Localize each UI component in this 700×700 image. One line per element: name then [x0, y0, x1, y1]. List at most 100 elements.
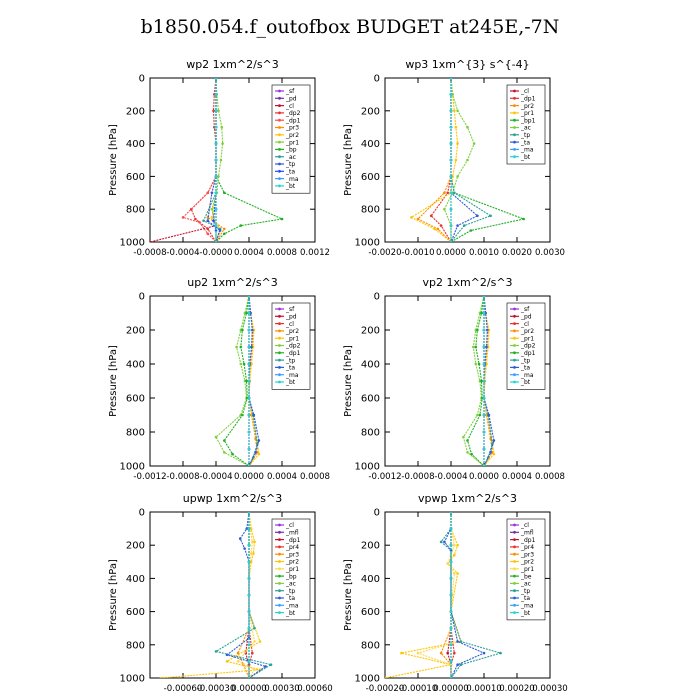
- series-point-bt: [449, 560, 453, 564]
- y-tick-label: 0: [139, 74, 145, 85]
- legend-label: _bt: [285, 379, 296, 386]
- y-axis-label: Pressure [hPa]: [108, 559, 119, 631]
- plot-frame: [384, 295, 551, 467]
- legend-marker: [278, 155, 281, 159]
- x-tick-label: 0.0004: [234, 248, 264, 258]
- series-point-ta: [245, 527, 249, 530]
- series-point-bt: [214, 207, 218, 211]
- legend-label: _pd: [285, 96, 297, 103]
- y-axis-label: Pressure [hPa]: [108, 345, 119, 417]
- series-point-pr2: [225, 660, 229, 663]
- x-tick-label: 0.0010: [469, 248, 499, 258]
- legend-label: _pr3: [520, 551, 534, 558]
- plot-frame: [384, 511, 551, 679]
- series-point-dp1: [480, 379, 483, 383]
- series-point-pr1: [219, 158, 223, 162]
- series-point-bt: [247, 660, 251, 663]
- legend-label: _ma: [520, 603, 534, 610]
- series-point-pr2: [400, 651, 403, 655]
- series-point-pr1: [453, 572, 456, 575]
- legend-marker: [278, 344, 281, 347]
- series-point-pr2: [252, 552, 255, 555]
- series-point-dp1: [446, 191, 450, 195]
- x-tick-label: 0.00030: [532, 684, 568, 694]
- y-tick-label: 400: [126, 139, 145, 150]
- legend-marker: [513, 89, 516, 93]
- series-point-tp: [206, 219, 210, 222]
- legend-marker: [513, 336, 516, 340]
- x-tick-label: -0.0004: [199, 472, 232, 482]
- series-point-tp: [439, 540, 443, 544]
- legend: _cl_mfl_dp1_pr4_pr3_pr2_pr1_bp_ac_tp_ta_…: [271, 518, 311, 621]
- series-point-pr1: [217, 175, 220, 178]
- plot-frame: [149, 77, 316, 243]
- legend-marker: [513, 155, 516, 159]
- series-point-pr3: [439, 651, 443, 655]
- x-tick-label: -0.0004: [434, 472, 467, 482]
- legend-marker: [513, 373, 516, 377]
- legend-box: [271, 84, 311, 194]
- series-point-pr2: [443, 191, 446, 195]
- legend-label: _tp: [285, 161, 295, 168]
- series-point-bt: [214, 175, 218, 178]
- legend-label: _be: [520, 573, 532, 580]
- y-tick-label: 600: [361, 607, 380, 618]
- series-point-bp: [280, 217, 284, 221]
- series-point-bt: [247, 676, 251, 678]
- legend-label: _pr1: [520, 335, 534, 342]
- panel-0: wp2 1xm^2/s^3 Pressure [hPa] 0 200 400 600 800…: [108, 58, 330, 258]
- legend-marker: [278, 596, 281, 600]
- legend-label: _ma: [520, 372, 534, 379]
- panel-5: vpwp 1xm^2/s^3 Pressure [hPa] 0 200 400 600 80…: [343, 492, 568, 694]
- legend-label: _pr1: [520, 110, 534, 117]
- y-tick-label: 800: [361, 428, 380, 439]
- series-point-dp1: [466, 439, 469, 442]
- legend-label: _pd: [285, 314, 297, 321]
- series-point-tp: [253, 626, 256, 630]
- panel-title: upwp 1xm^2/s^3: [183, 492, 283, 505]
- series-line-ac: [443, 78, 475, 242]
- legend-label: _pr1: [285, 566, 299, 573]
- legend-marker: [513, 574, 516, 578]
- series-point-bt: [449, 610, 453, 613]
- series-point-tp: [462, 224, 466, 227]
- series-point-pr1: [446, 562, 450, 565]
- x-tick-label: -0.00060: [164, 684, 203, 694]
- y-tick-label: 0: [374, 508, 380, 519]
- plot-frame: [149, 295, 316, 467]
- series-point-pr1: [454, 125, 458, 129]
- legend: _sf_pd_cl_pr2_pr1_dp2_dp1_tp_ta_ma_bt: [506, 302, 546, 390]
- legend-marker: [513, 366, 516, 369]
- panel-1: wp3 1xm^{3} s^{-4} Pressure [hPa] 0 200 400 6…: [343, 58, 565, 258]
- series-point-dp2: [212, 109, 215, 113]
- series-point-bt: [214, 125, 218, 129]
- series-point-bt: [247, 527, 251, 530]
- y-tick-label: 1000: [120, 674, 145, 685]
- legend-label: _dp1: [285, 350, 301, 357]
- series-point-pr1: [433, 227, 436, 231]
- series-point-dp2: [194, 217, 197, 221]
- y-tick-label: 1000: [355, 674, 380, 685]
- series-point-pr1: [249, 552, 253, 555]
- series-point-bt: [247, 560, 251, 564]
- legend-label: _cl: [285, 522, 294, 529]
- series-point-pr1: [217, 109, 220, 113]
- legend-label: _sf: [520, 306, 530, 313]
- series-group: [410, 78, 526, 242]
- series-point-ta: [485, 345, 488, 349]
- series-point-bt: [247, 296, 251, 298]
- y-tick-label: 400: [361, 574, 380, 585]
- legend-label: _bp: [285, 147, 297, 154]
- legend-marker: [513, 358, 516, 362]
- legend-marker: [278, 111, 281, 115]
- legend-label: _ac: [520, 125, 531, 132]
- legend-marker: [513, 351, 516, 355]
- series-point-dp1: [241, 328, 244, 332]
- y-tick-label: 600: [361, 172, 380, 183]
- series-point-tp: [210, 191, 214, 195]
- series-point-dp1: [241, 413, 244, 417]
- series-point-bt: [247, 610, 251, 613]
- legend-marker: [278, 530, 281, 534]
- legend-marker: [513, 344, 516, 347]
- series-point-ta: [250, 345, 253, 349]
